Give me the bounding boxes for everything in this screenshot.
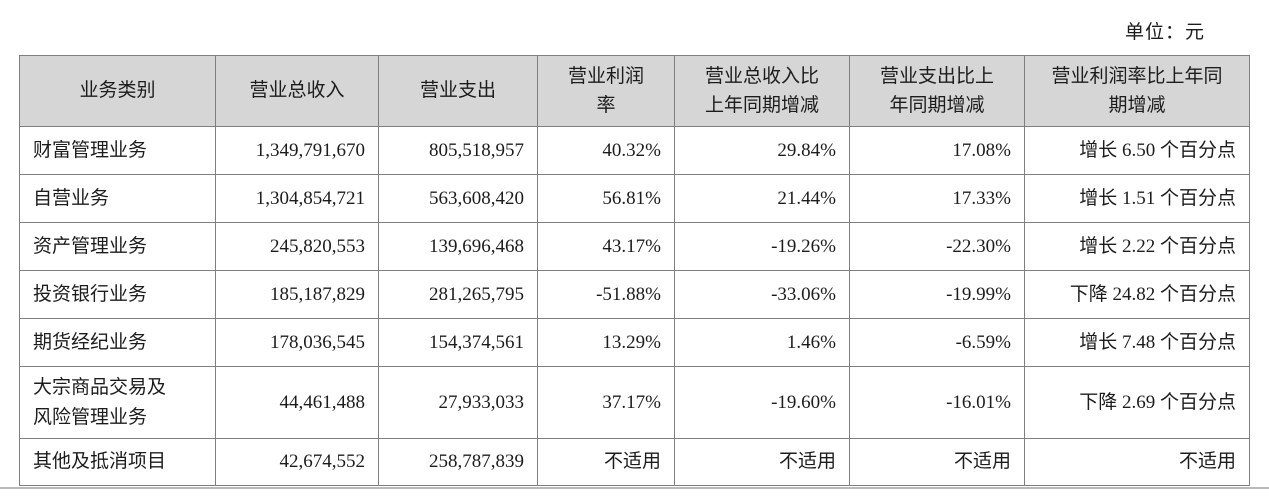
cell-margin-yoy-change: 下降 24.82 个百分点: [1024, 270, 1250, 319]
cell-total-revenue: 42,674,552: [215, 438, 379, 486]
cell-margin-yoy-change: 下降 2.69 个百分点: [1024, 366, 1250, 439]
cell-revenue-yoy-change: 1.46%: [674, 318, 850, 367]
col-header-business-category: 业务类别: [19, 55, 216, 127]
cell-margin-yoy-change: 不适用: [1024, 438, 1250, 486]
cell-operating-margin: 56.81%: [537, 174, 675, 223]
header-row: 业务类别 营业总收入 营业支出 营业利润率 营业总收入比上年同期增减 营业支出比…: [19, 55, 1250, 127]
cell-revenue-yoy-change: -33.06%: [674, 270, 850, 319]
cell-total-revenue: 1,304,854,721: [215, 174, 379, 223]
cell-operating-margin: 37.17%: [537, 366, 675, 439]
cell-revenue-yoy-change: 29.84%: [674, 126, 850, 175]
col-header-expense-yoy-change: 营业支出比上年同期增减: [849, 55, 1025, 127]
cell-expense-yoy-change: -6.59%: [849, 318, 1025, 367]
cell-operating-margin: 43.17%: [537, 222, 675, 271]
cell-business-category: 资产管理业务: [19, 222, 216, 271]
cell-operating-margin: 13.29%: [537, 318, 675, 367]
business-segment-table: 业务类别 营业总收入 营业支出 营业利润率 营业总收入比上年同期增减 营业支出比…: [19, 55, 1250, 486]
cell-expense-yoy-change: 不适用: [849, 438, 1025, 486]
unit-label: 单位：元: [1124, 22, 1205, 43]
cell-operating-expense: 258,787,839: [378, 438, 538, 486]
cell-total-revenue: 178,036,545: [215, 318, 379, 367]
cell-expense-yoy-change: 17.08%: [849, 126, 1025, 175]
cell-business-category: 其他及抵消项目: [19, 438, 216, 486]
table-body: 财富管理业务 1,349,791,670 805,518,957 40.32% …: [19, 126, 1250, 486]
table-row-investment-banking: 投资银行业务 185,187,829 281,265,795 -51.88% -…: [19, 270, 1250, 319]
table-row-commodity-trading-risk-management: 大宗商品交易及风险管理业务 44,461,488 27,933,033 37.1…: [19, 366, 1250, 439]
cell-expense-yoy-change: -19.99%: [849, 270, 1025, 319]
table-row-wealth-management: 财富管理业务 1,349,791,670 805,518,957 40.32% …: [19, 126, 1250, 175]
col-header-operating-margin: 营业利润率: [537, 55, 675, 127]
cell-expense-yoy-change: -16.01%: [849, 366, 1025, 439]
cell-business-category: 大宗商品交易及风险管理业务: [19, 366, 216, 439]
cell-expense-yoy-change: 17.33%: [849, 174, 1025, 223]
cell-margin-yoy-change: 增长 7.48 个百分点: [1024, 318, 1250, 367]
table-header: 业务类别 营业总收入 营业支出 营业利润率 营业总收入比上年同期增减 营业支出比…: [19, 55, 1250, 127]
cell-operating-margin: -51.88%: [537, 270, 675, 319]
table-row-futures-brokerage: 期货经纪业务 178,036,545 154,374,561 13.29% 1.…: [19, 318, 1250, 367]
cell-business-category: 自营业务: [19, 174, 216, 223]
cell-operating-expense: 154,374,561: [378, 318, 538, 367]
table-row-others-eliminations: 其他及抵消项目 42,674,552 258,787,839 不适用 不适用 不…: [19, 438, 1250, 486]
cell-operating-margin: 不适用: [537, 438, 675, 486]
cell-revenue-yoy-change: 不适用: [674, 438, 850, 486]
cell-total-revenue: 44,461,488: [215, 366, 379, 439]
cell-operating-margin: 40.32%: [537, 126, 675, 175]
table-row-asset-management: 资产管理业务 245,820,553 139,696,468 43.17% -1…: [19, 222, 1250, 271]
cell-business-category: 财富管理业务: [19, 126, 216, 175]
cell-business-category: 期货经纪业务: [19, 318, 216, 367]
cell-operating-expense: 805,518,957: [378, 126, 538, 175]
cell-business-category: 投资银行业务: [19, 270, 216, 319]
col-header-total-revenue: 营业总收入: [215, 55, 379, 127]
col-header-operating-expense: 营业支出: [378, 55, 538, 127]
cell-margin-yoy-change: 增长 2.22 个百分点: [1024, 222, 1250, 271]
cell-margin-yoy-change: 增长 6.50 个百分点: [1024, 126, 1250, 175]
col-header-margin-yoy-change: 营业利润率比上年同期增减: [1024, 55, 1250, 127]
cell-operating-expense: 139,696,468: [378, 222, 538, 271]
cell-revenue-yoy-change: -19.60%: [674, 366, 850, 439]
cell-revenue-yoy-change: 21.44%: [674, 174, 850, 223]
table-row-proprietary-trading: 自营业务 1,304,854,721 563,608,420 56.81% 21…: [19, 174, 1250, 223]
cell-expense-yoy-change: -22.30%: [849, 222, 1025, 271]
page-divider-line: [0, 487, 1269, 489]
cell-operating-expense: 27,933,033: [378, 366, 538, 439]
cell-operating-expense: 563,608,420: [378, 174, 538, 223]
cell-total-revenue: 245,820,553: [215, 222, 379, 271]
cell-revenue-yoy-change: -19.26%: [674, 222, 850, 271]
cell-operating-expense: 281,265,795: [378, 270, 538, 319]
col-header-revenue-yoy-change: 营业总收入比上年同期增减: [674, 55, 850, 127]
cell-total-revenue: 185,187,829: [215, 270, 379, 319]
cell-total-revenue: 1,349,791,670: [215, 126, 379, 175]
cell-margin-yoy-change: 增长 1.51 个百分点: [1024, 174, 1250, 223]
